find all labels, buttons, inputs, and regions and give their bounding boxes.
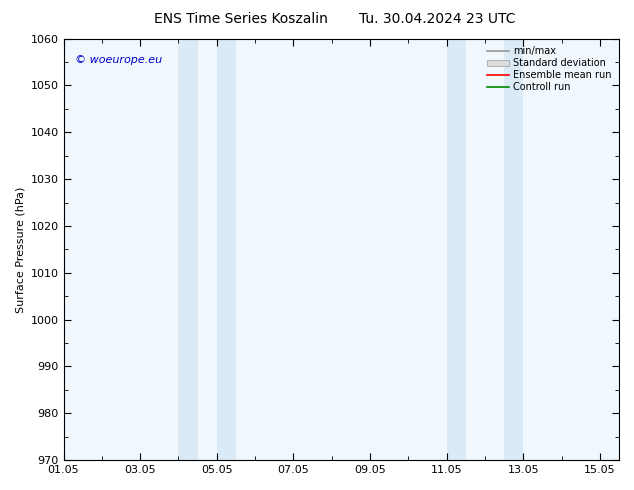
Bar xyxy=(504,39,523,460)
Text: ENS Time Series Koszalin: ENS Time Series Koszalin xyxy=(154,12,328,26)
Bar xyxy=(446,39,466,460)
Bar xyxy=(178,39,198,460)
Bar xyxy=(217,39,236,460)
Text: © woeurope.eu: © woeurope.eu xyxy=(75,55,162,66)
Legend: min/max, Standard deviation, Ensemble mean run, Controll run: min/max, Standard deviation, Ensemble me… xyxy=(484,44,614,95)
Y-axis label: Surface Pressure (hPa): Surface Pressure (hPa) xyxy=(15,186,25,313)
Text: Tu. 30.04.2024 23 UTC: Tu. 30.04.2024 23 UTC xyxy=(359,12,515,26)
